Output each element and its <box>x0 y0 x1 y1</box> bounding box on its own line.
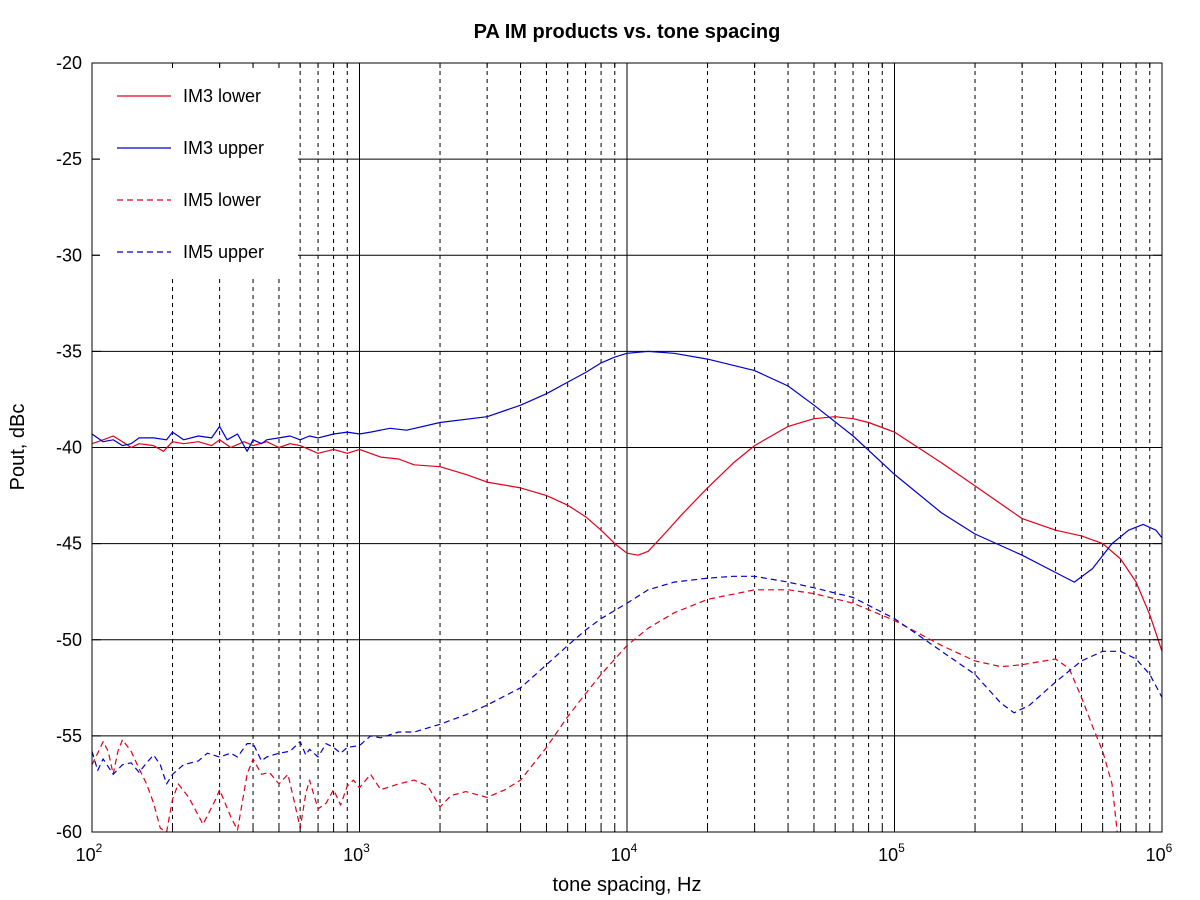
x-tick-exponent: 4 <box>631 841 638 855</box>
series-line-im3-upper <box>92 350 1162 583</box>
y-tick-label: -50 <box>56 630 82 650</box>
series-line-im5-upper <box>92 575 1162 785</box>
legend-box <box>100 70 298 278</box>
series-line-im5-lower <box>92 589 1118 832</box>
legend: IM3 lower IM3 upper IM5 lower IM5 upper <box>100 70 298 278</box>
x-axis-label: tone spacing, Hz <box>553 874 702 896</box>
y-tick-label: -25 <box>56 149 82 169</box>
x-tick-exponent: 6 <box>1166 841 1173 855</box>
x-tick-exponent: 3 <box>363 841 370 855</box>
legend-label: IM5 lower <box>183 190 261 210</box>
y-tick-label: -45 <box>56 534 82 554</box>
legend-label: IM3 upper <box>183 138 264 158</box>
legend-label: IM5 upper <box>183 242 264 262</box>
x-tick-exponent: 5 <box>898 841 905 855</box>
plot-series <box>92 350 1162 832</box>
y-axis-label: Pout, dBc <box>7 404 29 491</box>
x-tick-exponent: 2 <box>96 841 103 855</box>
y-tick-label: -40 <box>56 438 82 458</box>
y-tick-label: -35 <box>56 341 82 361</box>
chart-title: PA IM products vs. tone spacing <box>474 21 781 43</box>
series-line-im3-lower <box>92 416 1162 652</box>
y-tick-label: -60 <box>56 822 82 842</box>
y-tick-label: -20 <box>56 53 82 73</box>
legend-label: IM3 lower <box>183 86 261 106</box>
y-tick-label: -55 <box>56 726 82 746</box>
y-tick-label: -30 <box>56 245 82 265</box>
